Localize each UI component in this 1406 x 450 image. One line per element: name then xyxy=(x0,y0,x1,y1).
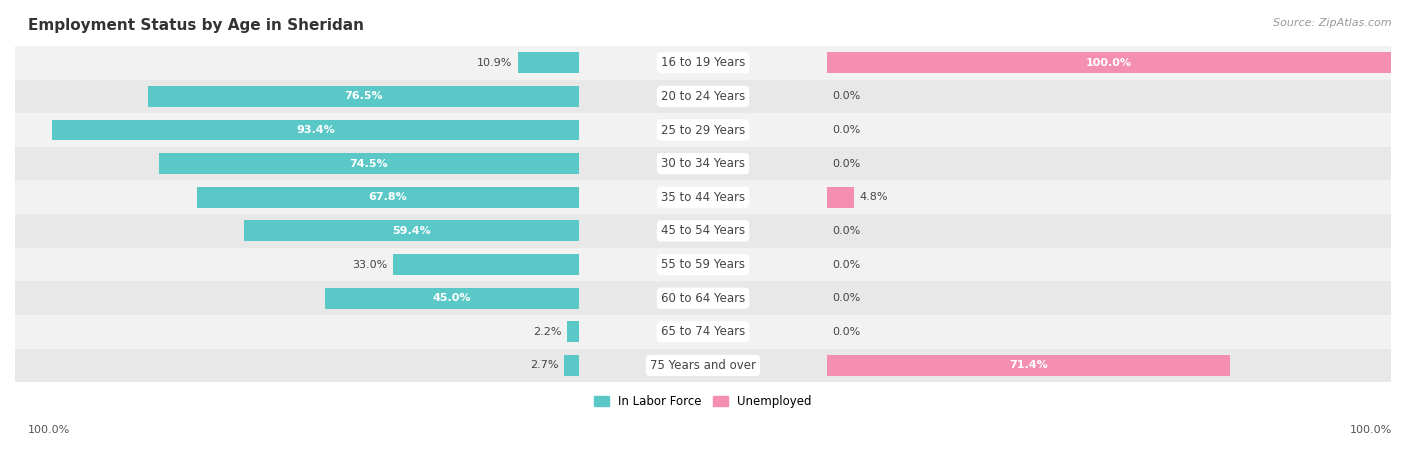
Bar xyxy=(394,254,579,275)
Text: 0.0%: 0.0% xyxy=(832,293,860,303)
Text: 16 to 19 Years: 16 to 19 Years xyxy=(661,56,745,69)
Text: 71.4%: 71.4% xyxy=(1010,360,1047,370)
Text: 0.0%: 0.0% xyxy=(832,226,860,236)
Text: 100.0%: 100.0% xyxy=(1350,425,1392,435)
Text: 59.4%: 59.4% xyxy=(392,226,432,236)
Bar xyxy=(15,147,1391,180)
Bar xyxy=(15,113,1391,147)
Bar xyxy=(15,46,1391,80)
Text: 35 to 44 Years: 35 to 44 Years xyxy=(661,191,745,204)
Text: 65 to 74 Years: 65 to 74 Years xyxy=(661,325,745,338)
Text: 100.0%: 100.0% xyxy=(28,425,70,435)
Bar xyxy=(159,153,579,174)
Text: 10.9%: 10.9% xyxy=(477,58,512,68)
Text: Source: ZipAtlas.com: Source: ZipAtlas.com xyxy=(1274,18,1392,28)
Bar xyxy=(15,80,1391,113)
Text: 93.4%: 93.4% xyxy=(297,125,335,135)
Text: 100.0%: 100.0% xyxy=(1085,58,1132,68)
Text: 4.8%: 4.8% xyxy=(859,192,889,202)
Bar xyxy=(325,288,579,309)
Legend: In Labor Force, Unemployed: In Labor Force, Unemployed xyxy=(589,391,817,413)
Bar xyxy=(827,187,853,208)
Text: 0.0%: 0.0% xyxy=(832,260,860,270)
Text: 30 to 34 Years: 30 to 34 Years xyxy=(661,157,745,170)
Text: 2.2%: 2.2% xyxy=(533,327,561,337)
Bar xyxy=(15,214,1391,248)
Text: 76.5%: 76.5% xyxy=(344,91,382,101)
Text: 45 to 54 Years: 45 to 54 Years xyxy=(661,225,745,238)
Text: 33.0%: 33.0% xyxy=(353,260,388,270)
Text: 25 to 29 Years: 25 to 29 Years xyxy=(661,123,745,136)
Bar xyxy=(827,355,1230,376)
Bar xyxy=(567,321,579,342)
Text: 0.0%: 0.0% xyxy=(832,125,860,135)
Text: 55 to 59 Years: 55 to 59 Years xyxy=(661,258,745,271)
Text: 0.0%: 0.0% xyxy=(832,327,860,337)
Bar xyxy=(564,355,579,376)
Bar xyxy=(52,120,579,140)
Text: 74.5%: 74.5% xyxy=(350,159,388,169)
Text: 0.0%: 0.0% xyxy=(832,91,860,101)
Text: 20 to 24 Years: 20 to 24 Years xyxy=(661,90,745,103)
Text: 0.0%: 0.0% xyxy=(832,159,860,169)
Text: 45.0%: 45.0% xyxy=(433,293,471,303)
Bar xyxy=(197,187,579,208)
Bar xyxy=(15,349,1391,382)
Text: 75 Years and over: 75 Years and over xyxy=(650,359,756,372)
Text: 67.8%: 67.8% xyxy=(368,192,408,202)
Bar xyxy=(15,315,1391,349)
Text: 2.7%: 2.7% xyxy=(530,360,558,370)
Bar xyxy=(15,248,1391,281)
Bar xyxy=(148,86,579,107)
Bar xyxy=(245,220,579,241)
Text: 60 to 64 Years: 60 to 64 Years xyxy=(661,292,745,305)
Bar xyxy=(827,52,1391,73)
Bar xyxy=(517,52,579,73)
Bar xyxy=(15,180,1391,214)
Bar xyxy=(15,281,1391,315)
Text: Employment Status by Age in Sheridan: Employment Status by Age in Sheridan xyxy=(28,18,364,33)
